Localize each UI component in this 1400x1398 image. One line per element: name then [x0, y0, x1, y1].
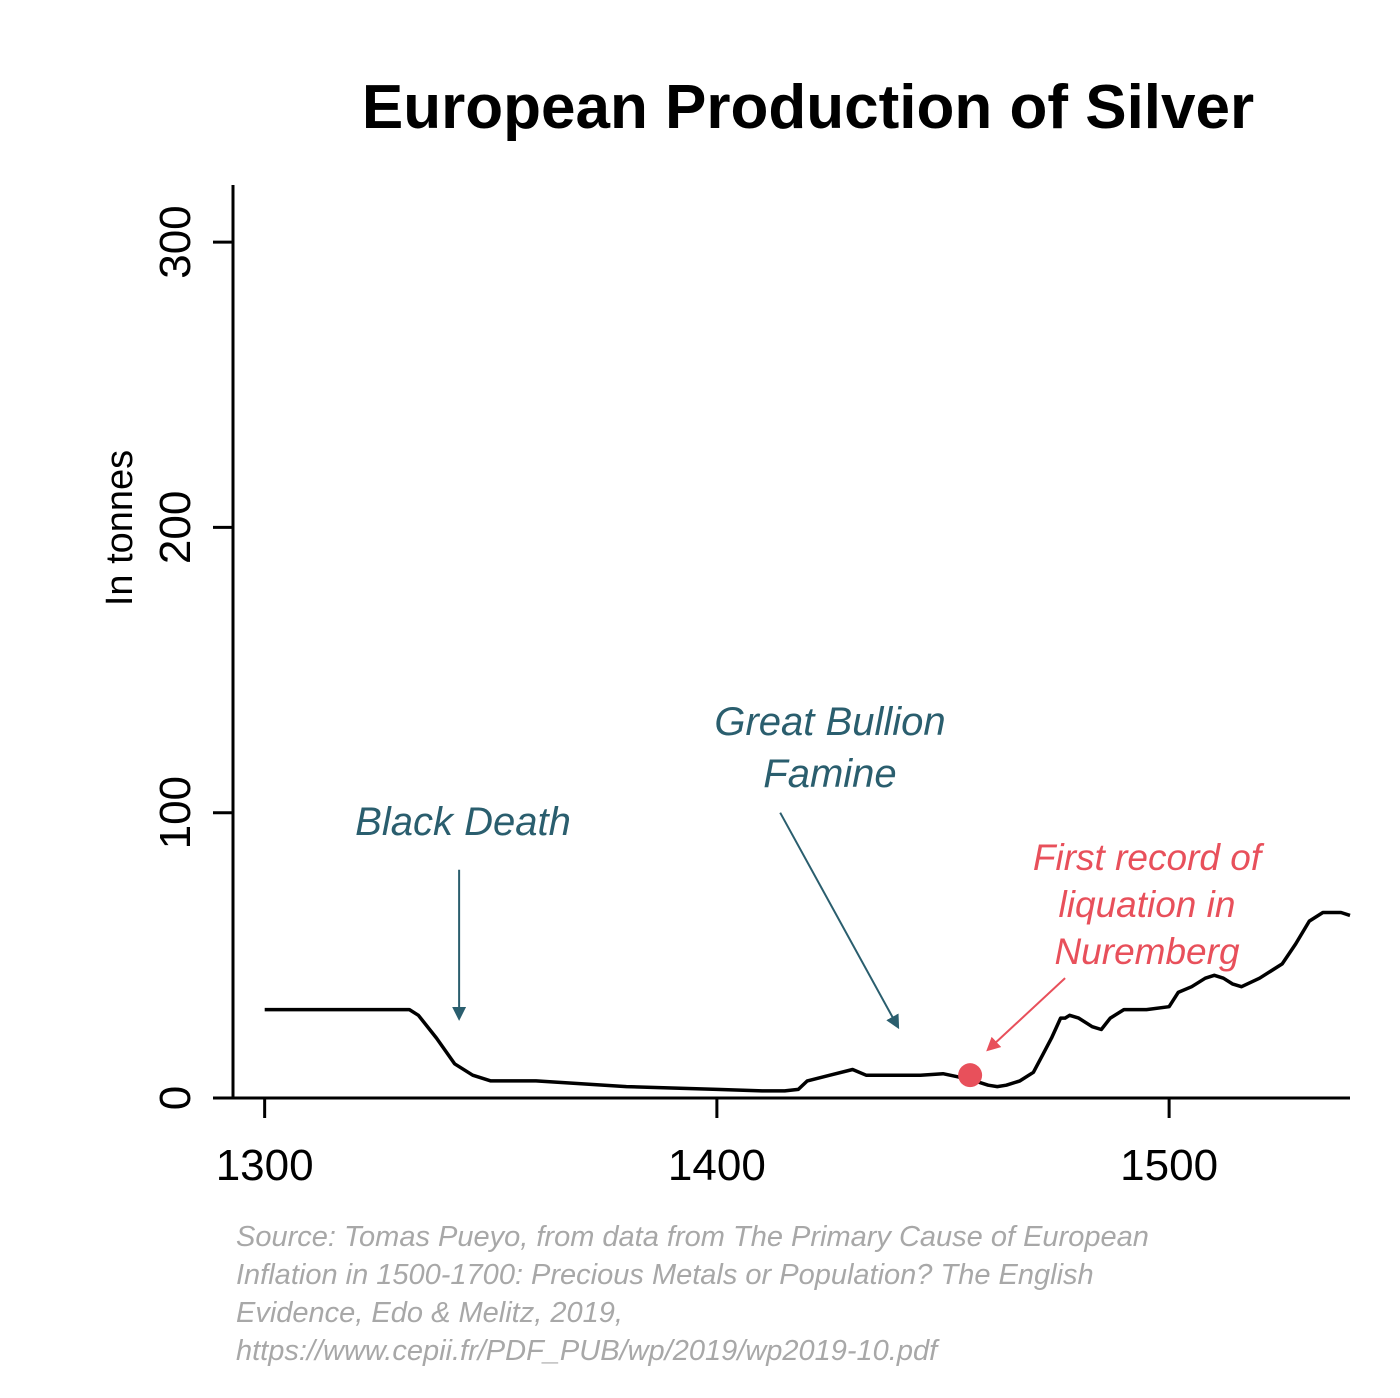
great-bullion-famine-annotation-line: Great Bullion	[714, 700, 945, 744]
axes: 0 100 200 300 1300 1400 1500 In tonnes	[99, 185, 1350, 1190]
y-tick-label: 100	[151, 776, 200, 849]
source-note: Source: Tomas Pueyo, from data from The …	[236, 1218, 1336, 1370]
black-death-annotation: Black Death	[355, 800, 571, 844]
y-tick-label: 300	[151, 205, 200, 278]
liquation-record-annotation-line: liquation in	[1059, 884, 1236, 925]
y-tick-label: 0	[151, 1086, 200, 1110]
source-line: Inflation in 1500-1700: Precious Metals …	[236, 1259, 1094, 1291]
great-bullion-famine-arrow	[779, 812, 900, 1030]
liquation-record-annotation: First record of liquation in Nuremberg	[1033, 837, 1265, 972]
liquation-record-arrow	[986, 977, 1066, 1052]
series-line	[264, 910, 1351, 1093]
y-tick-label: 200	[151, 491, 200, 564]
x-tick-label: 1400	[668, 1141, 766, 1190]
source-line: Evidence, Edo & Melitz, 2019,	[236, 1297, 623, 1329]
annotations: Black Death Great Bullion Famine First reco…	[355, 700, 1265, 1052]
great-bullion-famine-annotation-line: Famine	[763, 752, 896, 796]
liquation-record-annotation-line: First record of	[1033, 837, 1265, 878]
y-axis-label: In tonnes	[99, 450, 141, 606]
great-bullion-famine-annotation: Great Bullion Famine	[714, 700, 945, 796]
liquation-record-annotation-line: Nuremberg	[1054, 931, 1239, 972]
liquation-marker	[958, 1063, 983, 1088]
black-death-annotation-line: Black Death	[355, 800, 571, 844]
source-line: Source: Tomas Pueyo, from data from The …	[236, 1221, 1149, 1253]
x-tick-label: 1500	[1120, 1141, 1218, 1190]
chart-title: European Production of Silver	[362, 73, 1254, 142]
source-line: https://www.cepii.fr/PDF_PUB/wp/2019/wp2…	[236, 1335, 938, 1367]
x-tick-label: 1300	[216, 1141, 314, 1190]
